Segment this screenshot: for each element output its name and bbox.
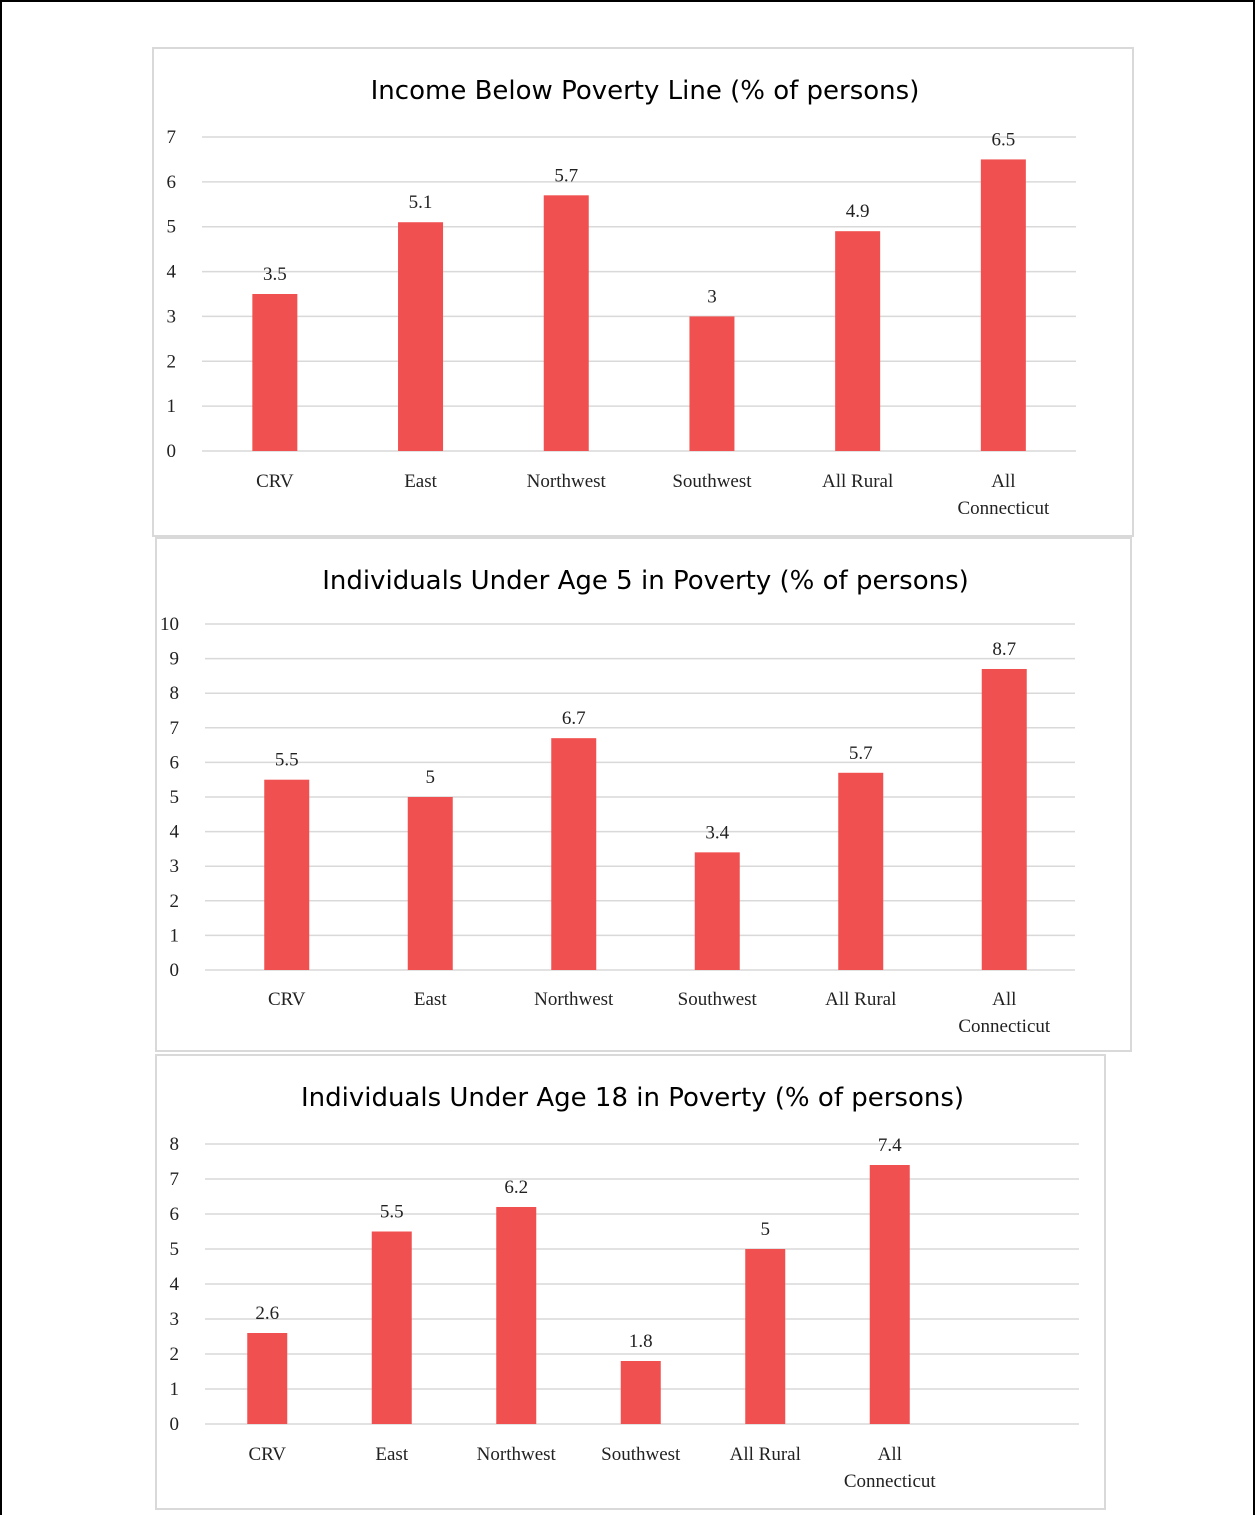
bar-northwest — [543, 195, 589, 451]
y-tick-label: 7 — [167, 127, 177, 148]
bar-all-connecticut — [869, 1165, 910, 1424]
data-label: 5.7 — [849, 743, 873, 764]
category-label: CRV — [268, 989, 306, 1010]
bar-east — [407, 797, 453, 970]
data-label: 3.4 — [705, 822, 729, 843]
category-label: All Rural — [825, 989, 896, 1010]
bar-crv — [247, 1333, 288, 1424]
under-18-poverty-chart-svg: Individuals Under Age 18 in Poverty (% o… — [170, 1083, 1079, 1492]
category-label: CRV — [256, 471, 294, 492]
y-tick-label: 2 — [170, 1344, 180, 1365]
bar-crv — [264, 779, 310, 970]
data-label: 1.8 — [629, 1331, 653, 1352]
y-tick-label: 0 — [170, 1414, 180, 1435]
bar-east — [398, 222, 444, 451]
chart-title: Income Below Poverty Line (% of persons) — [371, 76, 920, 106]
income-poverty-chart-svg: Income Below Poverty Line (% of persons)… — [167, 76, 1076, 519]
chart-title: Individuals Under Age 5 in Poverty (% of… — [322, 566, 969, 596]
y-tick-label: 0 — [170, 960, 180, 981]
y-tick-label: 10 — [160, 614, 179, 635]
y-tick-label: 8 — [170, 1134, 180, 1155]
data-label: 5.1 — [409, 192, 433, 213]
data-label: 5.5 — [380, 1202, 404, 1223]
category-label: Southwest — [678, 989, 758, 1010]
category-label: CRV — [248, 1444, 286, 1465]
data-label: 2.6 — [255, 1303, 279, 1324]
under-5-poverty-chart: Individuals Under Age 5 in Poverty (% of… — [155, 537, 1132, 1052]
y-tick-label: 7 — [170, 718, 180, 739]
category-label: Southwest — [601, 1444, 681, 1465]
data-label: 7.4 — [878, 1135, 902, 1156]
y-tick-label: 6 — [170, 1204, 180, 1225]
data-label: 5 — [761, 1219, 771, 1240]
y-tick-label: 1 — [170, 1379, 180, 1400]
data-label: 3 — [707, 286, 717, 307]
category-label: Northwest — [527, 471, 607, 492]
y-tick-label: 2 — [170, 891, 180, 912]
data-label: 5.5 — [275, 750, 299, 771]
bar-crv — [252, 294, 298, 451]
category-label: All Rural — [730, 1444, 801, 1465]
y-tick-label: 8 — [170, 683, 180, 704]
category-label: East — [404, 471, 437, 492]
y-tick-label: 1 — [170, 925, 180, 946]
data-label: 6.7 — [562, 708, 586, 729]
under-18-poverty-chart: Individuals Under Age 18 in Poverty (% o… — [155, 1054, 1106, 1510]
y-tick-label: 2 — [167, 351, 177, 372]
data-label: 6.2 — [504, 1177, 528, 1198]
category-label: All Connecticut — [958, 989, 1051, 1037]
y-tick-label: 3 — [170, 1309, 180, 1330]
y-tick-label: 5 — [170, 1239, 180, 1260]
bar-all-rural — [745, 1249, 786, 1424]
y-tick-label: 4 — [167, 262, 177, 283]
y-tick-label: 7 — [170, 1169, 180, 1190]
bar-southwest — [694, 852, 740, 970]
data-label: 8.7 — [992, 639, 1016, 660]
data-label: 3.5 — [263, 264, 287, 285]
y-tick-label: 6 — [170, 752, 180, 773]
y-tick-label: 5 — [167, 217, 177, 238]
category-label: Northwest — [534, 989, 614, 1010]
y-tick-label: 1 — [167, 396, 177, 417]
category-label: Southwest — [672, 471, 752, 492]
bar-northwest — [496, 1207, 537, 1424]
bar-all-connecticut — [981, 668, 1027, 970]
bar-northwest — [551, 738, 597, 970]
bar-southwest — [689, 316, 735, 451]
y-tick-label: 4 — [170, 1274, 180, 1295]
category-label: East — [414, 989, 447, 1010]
data-label: 6.5 — [991, 129, 1015, 150]
data-label: 5 — [426, 767, 436, 788]
chart-title: Individuals Under Age 18 in Poverty (% o… — [301, 1083, 964, 1113]
data-label: 4.9 — [846, 201, 870, 222]
under-5-poverty-chart-svg: Individuals Under Age 5 in Poverty (% of… — [160, 566, 1075, 1037]
y-tick-label: 3 — [167, 306, 177, 327]
bar-all-connecticut — [980, 159, 1026, 451]
y-tick-label: 0 — [167, 441, 177, 462]
bar-all-rural — [838, 772, 884, 970]
bar-all-rural — [835, 231, 881, 451]
category-label: East — [375, 1444, 408, 1465]
bar-southwest — [620, 1361, 661, 1424]
category-label: All Rural — [822, 471, 893, 492]
category-label: Northwest — [477, 1444, 557, 1465]
y-tick-label: 5 — [170, 787, 180, 808]
y-tick-label: 4 — [170, 822, 180, 843]
data-label: 5.7 — [554, 165, 578, 186]
bar-east — [371, 1231, 412, 1424]
income-poverty-chart: Income Below Poverty Line (% of persons)… — [152, 47, 1134, 537]
y-tick-label: 6 — [167, 172, 177, 193]
category-label: All Connecticut — [957, 471, 1050, 519]
category-label: All Connecticut — [844, 1444, 937, 1492]
y-tick-label: 3 — [170, 856, 180, 877]
y-tick-label: 9 — [170, 649, 180, 670]
